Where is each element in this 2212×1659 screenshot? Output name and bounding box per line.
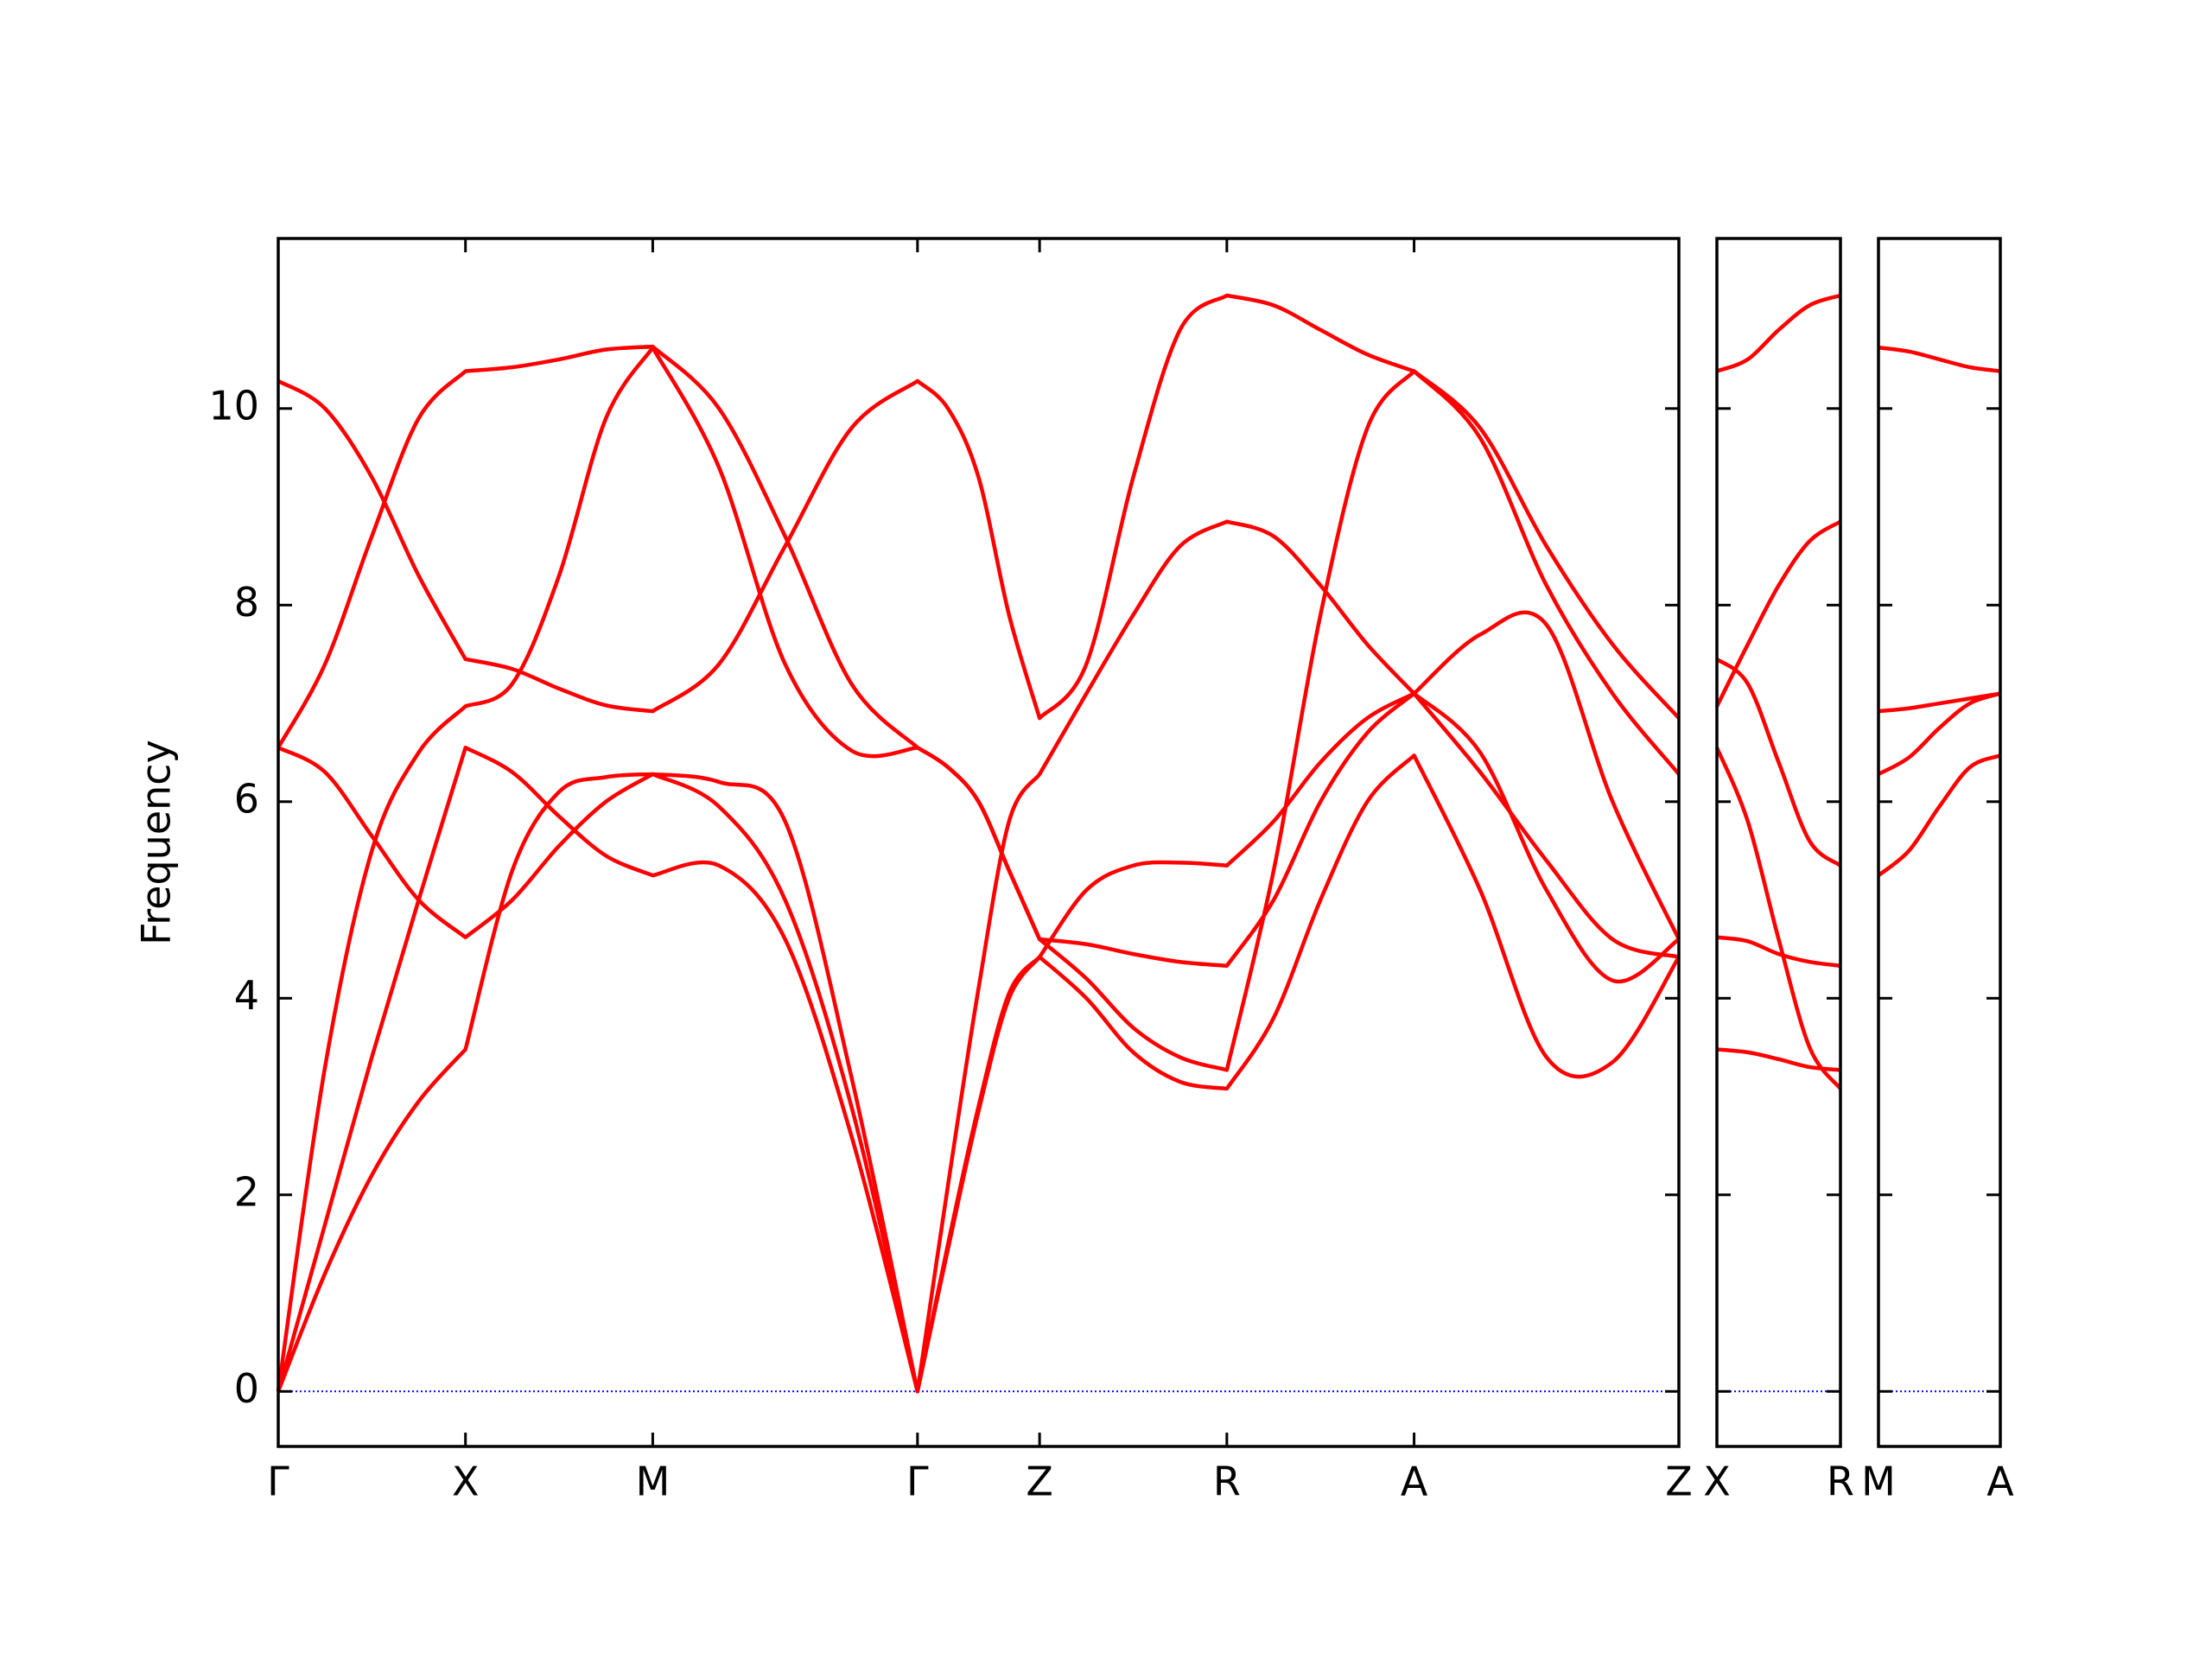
x-tick-label: R	[1213, 1459, 1241, 1505]
band-line	[1878, 691, 2001, 714]
y-tick-label: 6	[234, 775, 259, 822]
band-line	[1716, 935, 1841, 968]
x-tick-label: X	[452, 1459, 480, 1505]
band-line	[276, 346, 1681, 1392]
y-axis-label: Frequency	[133, 740, 180, 945]
x-tick-label: M	[1861, 1459, 1896, 1505]
band-line	[1877, 691, 2001, 776]
plot-frame	[1877, 237, 2002, 1448]
plot-frame	[1715, 237, 1842, 1448]
band-line	[1714, 747, 1842, 1090]
band-line	[1714, 519, 1842, 708]
band-line	[1878, 346, 2001, 373]
band-line	[276, 519, 1681, 1394]
x-tick-label: Z	[1026, 1459, 1053, 1505]
y-tick-label: 4	[234, 972, 259, 1019]
x-tick-label: R	[1827, 1459, 1854, 1505]
x-tick-label: Γ	[906, 1459, 929, 1505]
x-tick-label: Γ	[267, 1459, 289, 1505]
y-tick-label: 2	[234, 1168, 259, 1215]
band-line	[276, 753, 1681, 1394]
band-line	[1716, 1047, 1841, 1072]
x-tick-label: Z	[1665, 1459, 1693, 1505]
y-tick-label: 10	[208, 382, 259, 429]
plot-frame	[276, 237, 1681, 1448]
x-tick-label: X	[1703, 1459, 1731, 1505]
x-tick-label: A	[1986, 1459, 2014, 1505]
band-line	[276, 293, 1681, 721]
y-tick-label: 0	[234, 1365, 259, 1412]
x-tick-label: A	[1401, 1459, 1428, 1505]
x-tick-label: M	[636, 1459, 671, 1505]
y-tick-label: 8	[234, 579, 259, 626]
band-line	[1877, 753, 2001, 877]
band-line	[1716, 293, 1841, 373]
band-line	[1715, 657, 1842, 868]
